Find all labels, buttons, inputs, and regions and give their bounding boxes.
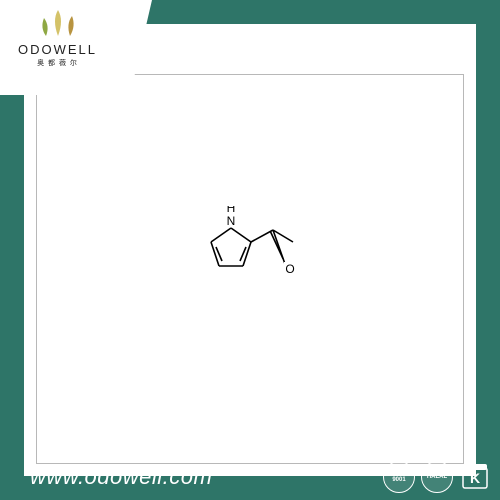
logo-corner: ODOWELL 奥 都 薇 尔: [0, 0, 130, 95]
chemical-structure: HNO: [195, 206, 305, 286]
kosher-badge: K: [458, 460, 492, 494]
svg-text:N: N: [227, 214, 236, 228]
iso-label: ISO: [394, 470, 404, 476]
brand-subtitle: 奥 都 薇 尔: [18, 58, 97, 68]
brand-logo: ODOWELL 奥 都 薇 尔: [18, 8, 97, 68]
certification-badges: ISO9001 HALAL K: [382, 460, 492, 494]
website-url: www.odowell.com: [30, 464, 382, 490]
svg-text:O: O: [285, 262, 294, 276]
halal-badge: HALAL: [420, 460, 454, 494]
footer-bar: www.odowell.com ISO9001 HALAL K: [0, 454, 500, 500]
halal-label: HALAL: [427, 474, 447, 481]
iso-number: 9001: [392, 477, 405, 483]
iso-badge: ISO9001: [382, 460, 416, 494]
brand-name: ODOWELL: [18, 42, 97, 57]
flower-icon: [34, 8, 82, 40]
product-frame: ODOWELL 奥 都 薇 尔 HNO www.odowell.com ISO9…: [0, 0, 500, 500]
svg-text:K: K: [470, 470, 480, 486]
